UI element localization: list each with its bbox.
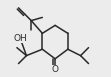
Text: O: O [52,65,59,74]
Text: OH: OH [13,34,27,43]
